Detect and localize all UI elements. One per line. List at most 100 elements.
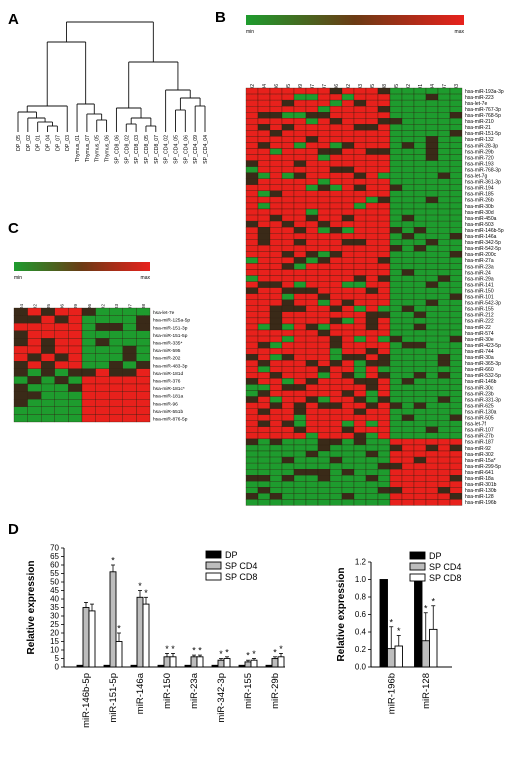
heatmap-cell [317,420,331,427]
legend-label: SP CD4 [429,562,461,572]
heatmap-cell [353,438,367,446]
heatmap-cell [377,214,391,222]
heatmap-row-label: hsa-miR-146b [465,379,497,385]
heatmap-cell [27,307,42,316]
heatmap-cell [293,118,307,125]
heatmap-cell [317,124,331,131]
heatmap-cell [317,118,331,125]
heatmap-cell [353,172,367,179]
heatmap-cell [413,87,427,95]
heatmap-cell [317,468,331,476]
heatmap-cell [305,408,319,415]
heatmap-cell [425,251,439,258]
heatmap-cell [449,317,463,325]
heatmap-cell [245,190,259,198]
heatmap-cell [329,245,343,252]
heatmap-cell [425,99,439,107]
heatmap-cell [257,341,271,349]
heatmap-cell [269,220,283,228]
heatmap-cell [245,468,259,476]
heatmap-cell [136,399,151,407]
heatmap-cell [341,154,355,161]
heatmap-cell [305,202,319,210]
heatmap-cell [109,383,123,392]
heatmap-cell [437,487,451,494]
heatmap-cell [449,160,463,167]
heatmap-cell [425,142,439,149]
heatmap-cell [269,293,283,300]
heatmap-cell [401,257,415,264]
heatmap-cell [317,233,331,240]
heatmap-cell [449,329,463,337]
heatmap-cell [425,462,439,470]
heatmap-cell [13,391,28,400]
heatmap-cell [413,414,427,421]
heatmap-cell [54,383,69,392]
heatmap-cell [341,136,355,143]
heatmap-cell [413,384,427,391]
heatmap-cell [245,499,259,506]
heatmap-cell [257,178,271,185]
heatmap-row-label: hsa-miR-24 [465,270,491,276]
heatmap-cell [269,366,283,373]
heatmap-cell [81,330,96,339]
heatmap-cell [317,178,331,185]
bar-dp [414,576,423,668]
heatmap-cell [425,487,439,494]
heatmap-cell [389,118,403,125]
heatmap-cell [305,468,319,476]
heatmap-cell [425,481,439,488]
heatmap-cell [449,172,463,179]
heatmap-cell [413,251,427,258]
heatmap-cell [413,372,427,379]
heatmap-cell [245,226,259,234]
y-tick-label: 15 [50,637,59,646]
heatmap-cell [341,323,355,331]
heatmap-cell [437,281,451,288]
heatmap-cell [245,450,259,458]
heatmap-cell [377,499,391,506]
heatmap-cell [257,263,271,270]
heatmap-row-label: hsa-miR-302 [465,452,494,458]
heatmap-cell [293,166,307,173]
heatmap-cell [305,226,319,234]
heatmap-cell [437,384,451,391]
significance-star: * [252,649,256,659]
heatmap-cell [449,281,463,288]
heatmap-cell [353,263,367,270]
heatmap-cell [353,130,367,137]
heatmap-cell [377,245,391,252]
heatmap-cell [389,87,403,95]
heatmap-cell [437,354,451,361]
heatmap-cell [122,323,137,331]
heatmap-cell [281,263,295,270]
heatmap-cell [365,87,379,95]
heatmap-cell [389,160,403,167]
heatmap-cell [317,341,331,349]
heatmap-cell [257,99,271,107]
heatmap-cell [425,281,439,288]
heatmap-cell [305,263,319,270]
heatmap-cell [305,396,319,403]
heatmap-cell [341,384,355,391]
heatmap-cell [329,426,343,433]
heatmap-cell [281,220,295,228]
heatmap-row-label: hsa-miR-193 [465,161,494,167]
heatmap-cell [317,196,331,204]
heatmap-cell [257,130,271,137]
heatmap-cell [341,481,355,488]
bar-sp-cd8 [223,658,231,668]
heatmap-cell [269,196,283,204]
heatmap-cell [269,414,283,421]
heatmap-cell [377,130,391,137]
heatmap-cell [449,420,463,427]
heatmap-cell [449,347,463,355]
heatmap-cell [109,338,123,347]
heatmap-cell [41,338,55,347]
heatmap-cell [341,347,355,355]
heatmap-cell [425,402,439,409]
heatmap-cell [329,233,343,240]
heatmap-cell [281,335,295,343]
heatmap-cell [389,384,403,391]
heatmap-cell [425,414,439,421]
